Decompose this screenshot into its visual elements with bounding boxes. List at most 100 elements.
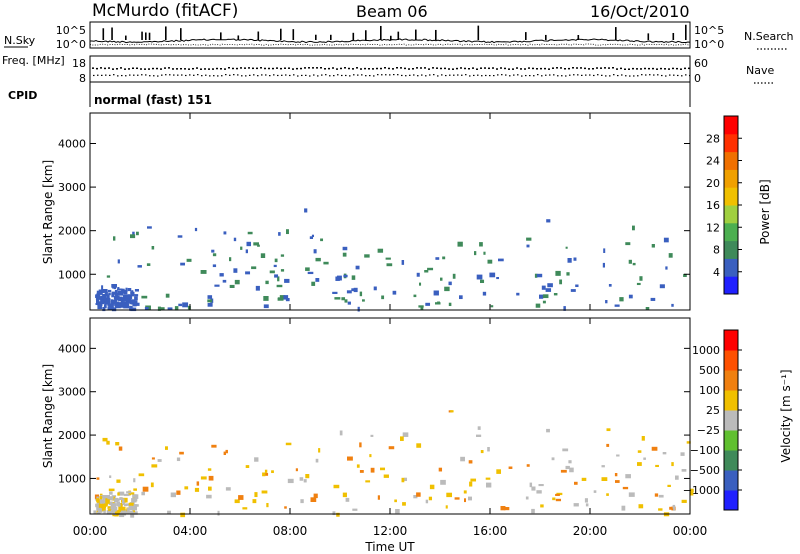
noise-spike (141, 31, 143, 40)
range-cell (315, 458, 319, 463)
range-cell (490, 305, 494, 308)
power-scatter (95, 208, 687, 312)
noise-left-tick-top: 10^5 (56, 24, 86, 37)
range-cell (97, 508, 103, 513)
range-cell (211, 249, 215, 253)
noise-spike (435, 29, 437, 40)
range-cell (108, 508, 111, 512)
freq-point (648, 67, 650, 70)
range-cell (97, 303, 103, 307)
nave-point (593, 74, 595, 77)
range-cell (284, 506, 287, 509)
colorbar-swatch (724, 490, 738, 511)
range-cell (186, 258, 192, 262)
nave-point (189, 74, 191, 76)
range-cell (486, 482, 492, 488)
range-cell (279, 295, 286, 299)
y-tick-label: 4000 (58, 138, 86, 151)
range-cell (187, 305, 191, 310)
range-cell (383, 474, 389, 478)
colorbar-tick-label: −500 (690, 464, 720, 477)
range-cell (300, 499, 304, 504)
range-cell (130, 307, 137, 312)
colorbar-tick-label: 100 (699, 384, 720, 397)
freq-point (392, 68, 394, 70)
y-tick-label: 2000 (58, 225, 86, 238)
range-cell (335, 276, 340, 281)
range-cell (369, 454, 372, 458)
freq-point (636, 68, 638, 70)
nave-point (673, 74, 675, 76)
noise-spike (315, 34, 317, 40)
freq-point (92, 67, 94, 69)
nave-point (517, 74, 519, 76)
nave-point (421, 74, 423, 76)
range-cell (107, 306, 114, 311)
nave-point (301, 74, 303, 77)
range-cell (124, 509, 129, 514)
range-cell (261, 490, 268, 494)
range-cell (102, 294, 107, 298)
freq-point (468, 68, 470, 70)
range-cell (102, 437, 108, 442)
range-cell (196, 481, 200, 486)
freq-point (492, 67, 494, 69)
nave-point (389, 74, 391, 76)
freq-point (240, 67, 242, 69)
range-cell (476, 434, 482, 437)
nave-point (97, 74, 99, 76)
range-cell (117, 492, 120, 496)
freq-point (220, 68, 222, 70)
nave-point (561, 75, 563, 77)
range-cell (133, 488, 137, 491)
freq-point (152, 67, 154, 70)
velocity-y-label: Slant Range [km] (41, 364, 55, 468)
colorbar-swatch (724, 205, 738, 224)
colorbar-swatch (724, 240, 738, 259)
noise-right-label: N.Search (744, 30, 794, 43)
freq-point (340, 67, 342, 70)
range-cell (546, 219, 551, 223)
nave-point (665, 75, 667, 77)
range-cell (643, 457, 646, 460)
range-cell (526, 237, 532, 241)
range-cell (562, 448, 569, 452)
freq-point (676, 67, 678, 70)
nave-point (357, 74, 359, 76)
range-cell (386, 263, 393, 267)
nave-point (577, 74, 579, 76)
nave-point (601, 74, 603, 76)
nave-point (289, 74, 291, 77)
range-cell (628, 294, 633, 299)
x-tick-label: 20:00 (573, 524, 608, 538)
nave-point (161, 74, 163, 76)
freq-point (412, 68, 414, 70)
nave-point (361, 74, 363, 76)
range-cell (126, 491, 132, 494)
range-cell (546, 428, 550, 433)
range-cell (650, 297, 656, 301)
range-cell (104, 291, 108, 296)
freq-point (280, 67, 282, 70)
freq-point (548, 68, 550, 70)
freq-point (448, 68, 450, 70)
range-cell (381, 295, 385, 300)
range-cell (413, 294, 417, 298)
range-cell (313, 493, 318, 499)
nave-point (297, 75, 299, 77)
range-cell (526, 464, 530, 467)
range-cell (245, 271, 251, 275)
range-cell (96, 292, 103, 295)
freq-point (620, 67, 622, 70)
range-cell (98, 289, 105, 293)
colorbar-swatch (724, 222, 738, 242)
range-cell (593, 490, 597, 493)
range-cell (225, 449, 228, 454)
freq-point (164, 67, 166, 69)
range-cell (116, 479, 121, 483)
noise-spike (390, 35, 392, 40)
range-cell (625, 242, 631, 246)
freq-point (336, 68, 338, 70)
freq-point (156, 67, 158, 70)
freq-point (408, 68, 410, 70)
